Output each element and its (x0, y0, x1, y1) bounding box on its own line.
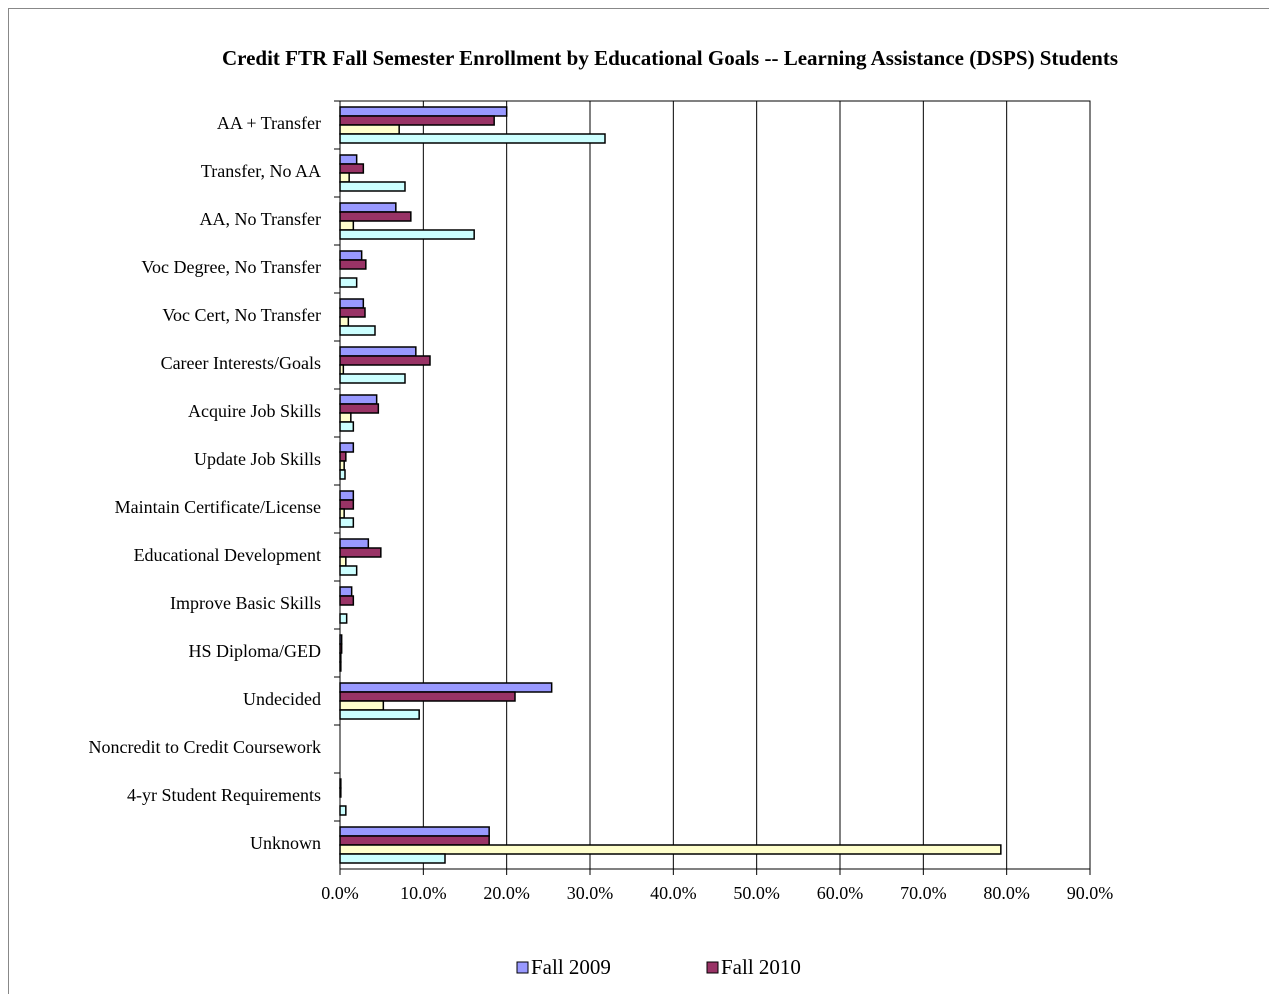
legend-swatch (706, 961, 719, 974)
y-tick-label: HS Diploma/GED (189, 641, 322, 661)
x-tick-label: 60.0% (817, 883, 864, 903)
legend-label: Fall 2009 (531, 955, 611, 979)
y-tick-label: Voc Degree, No Transfer (141, 257, 321, 277)
y-tick-label: AA + Transfer (217, 113, 321, 133)
y-tick-label: Unknown (250, 833, 321, 853)
plot-frame (339, 100, 1091, 870)
chart-title: Credit FTR Fall Semester Enrollment by E… (221, 46, 1119, 70)
bar (339, 211, 412, 222)
bar (339, 835, 490, 846)
bar (339, 469, 346, 480)
y-tick-label: 4-yr Student Requirements (127, 785, 321, 805)
bar (339, 826, 490, 837)
bar (339, 124, 400, 135)
bar (339, 355, 431, 366)
y-tick-label: Improve Basic Skills (170, 593, 321, 613)
bar (339, 412, 352, 423)
bar (339, 700, 385, 711)
bar (339, 682, 553, 693)
bar (339, 163, 365, 174)
bar (339, 307, 366, 318)
bar (339, 364, 345, 375)
bar (339, 442, 355, 453)
y-tick-label: Noncredit to Credit Coursework (89, 737, 321, 757)
x-tick-label: 0.0% (321, 883, 359, 903)
bar (339, 709, 420, 720)
bar (339, 634, 343, 645)
bar (339, 508, 345, 519)
bar (339, 259, 367, 270)
bar (339, 181, 406, 192)
bar (339, 172, 350, 183)
bar (339, 517, 355, 528)
x-tick-label: 40.0% (650, 883, 697, 903)
bar (339, 652, 342, 663)
bar (339, 805, 347, 816)
y-tick-label: Acquire Job Skills (188, 401, 321, 421)
x-tick-label: 90.0% (1067, 883, 1114, 903)
bar (339, 373, 406, 384)
x-tick-label: 70.0% (900, 883, 947, 903)
chart-border (8, 8, 1269, 994)
bar (339, 202, 397, 213)
y-tick-label: Update Job Skills (194, 449, 321, 469)
bar (339, 115, 495, 126)
bar (339, 403, 380, 414)
bar (339, 691, 516, 702)
bar (339, 133, 606, 144)
y-tick-label: Undecided (243, 689, 321, 709)
bar (339, 586, 353, 597)
bar (339, 661, 342, 672)
bar (339, 547, 382, 558)
legend-label: Fall 2010 (721, 955, 801, 979)
bar (339, 346, 417, 357)
bar (339, 595, 355, 606)
x-tick-label: 50.0% (733, 883, 780, 903)
bar (339, 316, 350, 327)
bar (339, 220, 355, 231)
bar (339, 460, 345, 471)
bar (339, 421, 355, 432)
bar (339, 613, 348, 624)
bar (339, 499, 355, 510)
bar (339, 778, 342, 789)
bar (339, 229, 475, 240)
bar (339, 643, 343, 654)
bar (339, 538, 370, 549)
bar (339, 394, 378, 405)
y-tick-label: Transfer, No AA (201, 161, 321, 181)
y-tick-label: Voc Cert, No Transfer (162, 305, 321, 325)
x-tick-label: 20.0% (483, 883, 530, 903)
bar (339, 490, 355, 501)
x-tick-label: 30.0% (567, 883, 614, 903)
y-tick-label: Career Interests/Goals (161, 353, 321, 373)
bar (339, 565, 358, 576)
x-tick-label: 10.0% (400, 883, 447, 903)
bar (339, 556, 347, 567)
bar (339, 154, 358, 165)
x-tick-label: 80.0% (983, 883, 1030, 903)
bar (339, 451, 347, 462)
y-tick-label: AA, No Transfer (200, 209, 322, 229)
legend-swatch (516, 961, 529, 974)
bar (339, 250, 363, 261)
y-tick-label: Maintain Certificate/License (115, 497, 321, 517)
bar (339, 844, 1002, 855)
bar (339, 853, 446, 864)
bar (339, 325, 376, 336)
bar (339, 277, 358, 288)
bar (339, 106, 508, 117)
bar (339, 787, 342, 798)
y-tick-label: Educational Development (134, 545, 321, 565)
bar (339, 298, 365, 309)
